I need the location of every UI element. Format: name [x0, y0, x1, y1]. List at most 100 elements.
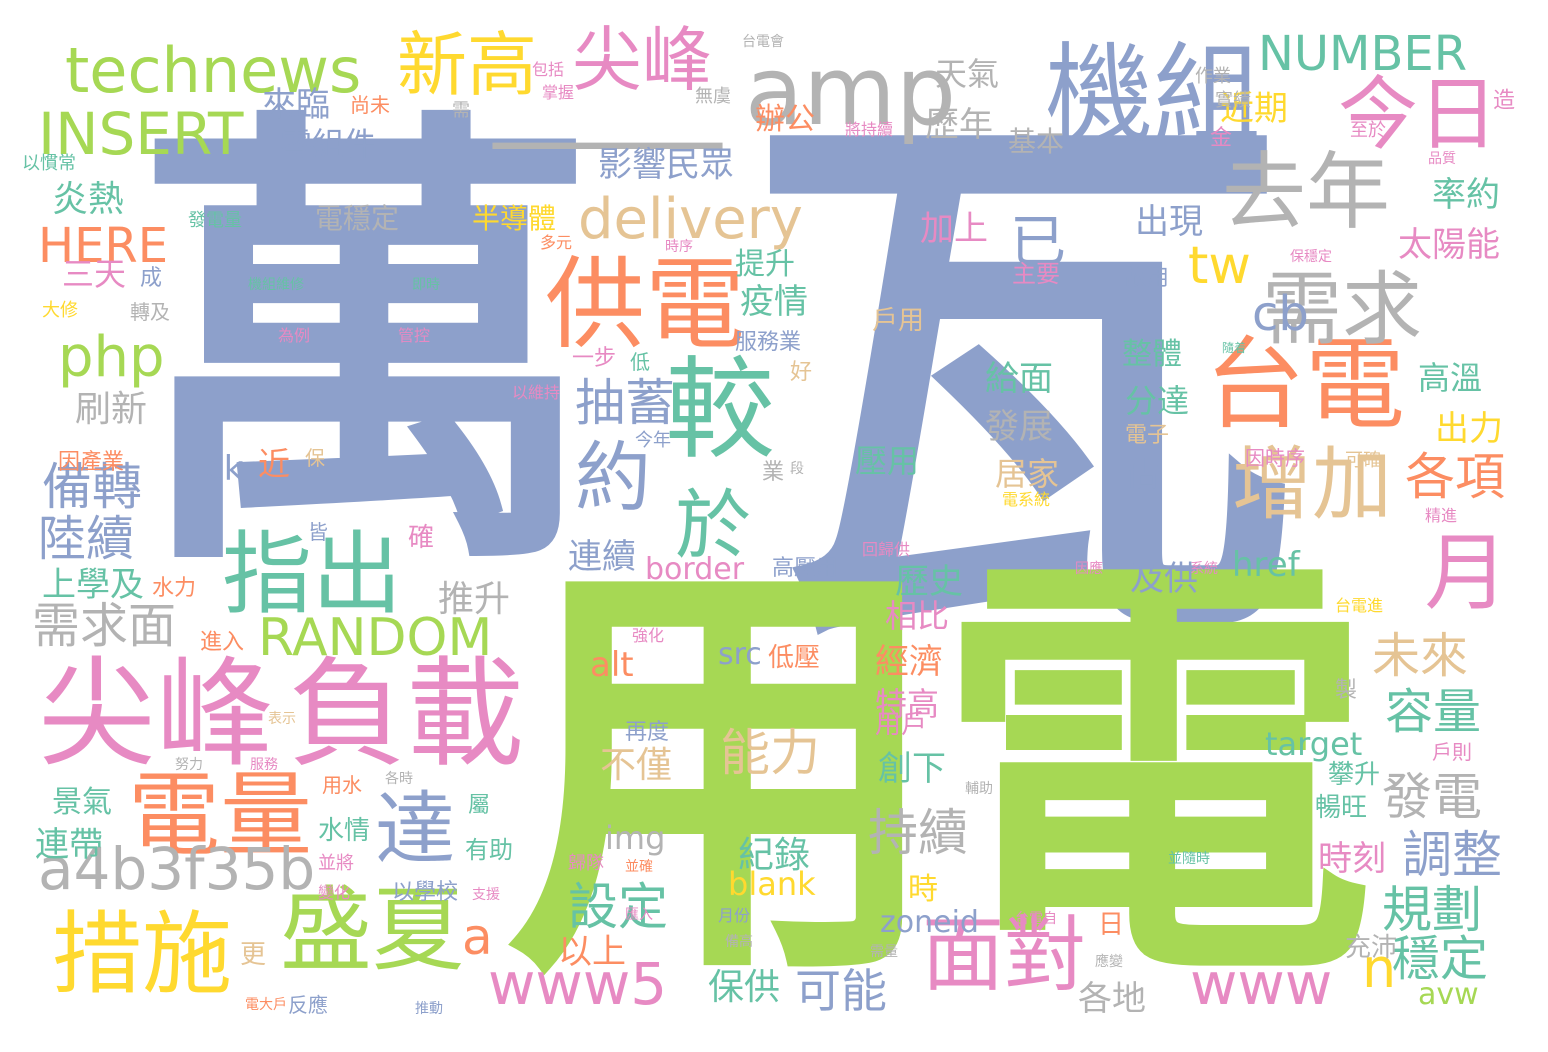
cloud-word: 較	[665, 346, 775, 474]
cloud-word: 提升	[735, 247, 795, 282]
cloud-word: 電	[935, 519, 1375, 1031]
cloud-word: 表示	[268, 711, 296, 727]
cloud-word: 用水	[322, 773, 362, 797]
cloud-word: 以學校	[392, 880, 459, 905]
cloud-word: 尚未	[350, 93, 390, 117]
cloud-word: 特高	[875, 685, 940, 723]
cloud-word: 面對	[922, 908, 1087, 1003]
cloud-word: 相比	[885, 597, 950, 635]
cloud-word: 應變	[1095, 954, 1123, 970]
cloud-word: 炎熱	[52, 179, 125, 220]
cloud-word: 水力	[152, 576, 197, 601]
cloud-word: 增加	[1232, 438, 1392, 531]
cloud-word: RANDOM	[258, 608, 493, 668]
cloud-word: zoneid	[880, 905, 979, 940]
cloud-word: 歷史	[895, 562, 963, 602]
cloud-word: 盛夏	[280, 877, 465, 984]
cloud-word: 轉及	[130, 300, 170, 324]
cloud-word: 用戶	[875, 710, 928, 740]
cloud-word: 並隨時	[1168, 851, 1210, 867]
cloud-word: 需求面	[32, 598, 177, 654]
cloud-word: 尖峰	[38, 645, 275, 783]
cloud-word: a	[462, 908, 493, 966]
cloud-word: 反應	[288, 993, 328, 1017]
cloud-word: 加上	[920, 209, 988, 249]
cloud-word: 今年	[635, 430, 671, 451]
cloud-word: 月	[1411, 528, 1509, 612]
cloud-word: 備轉	[42, 458, 142, 516]
cloud-word: 電大戶	[245, 997, 287, 1013]
cloud-word: 並確	[625, 859, 653, 875]
cloud-word: 能力	[720, 724, 820, 782]
cloud-word: 多元	[540, 233, 573, 252]
cloud-word: 瓦	[740, 59, 1300, 711]
cloud-word: 日	[1098, 910, 1125, 940]
cloud-word: 匯入	[625, 907, 653, 923]
cloud-word: 基本	[1008, 125, 1065, 158]
cloud-word: 發電	[1382, 768, 1482, 826]
cloud-word: HERE	[38, 218, 169, 274]
cloud-word: 故用	[1125, 266, 1170, 291]
cloud-word: 需	[452, 100, 470, 121]
cloud-word: 分達	[1125, 382, 1190, 420]
cloud-word: 強化	[632, 626, 665, 645]
cloud-word: 出力	[1435, 409, 1503, 449]
cloud-word: 抽蓄	[575, 374, 675, 432]
cloud-word: 天氣	[935, 55, 1000, 93]
cloud-word: 率約	[1432, 175, 1500, 215]
cloud-word: 掌握	[542, 83, 575, 102]
cloud-word: 新高	[397, 24, 537, 106]
cloud-word: 影響民眾	[598, 145, 734, 185]
cloud-word: 至於	[1350, 120, 1386, 141]
cloud-word: 用	[505, 519, 945, 1031]
cloud-word: 造	[1489, 88, 1514, 110]
cloud-word: 近	[258, 445, 291, 483]
cloud-word: 零組件	[280, 125, 377, 163]
cloud-word: 上學及	[42, 565, 144, 605]
cloud-word: 景氣	[52, 785, 112, 820]
cloud-word: 陸續	[38, 511, 135, 567]
cloud-word: 及供	[1130, 559, 1198, 599]
cloud-word: php	[58, 325, 165, 390]
cloud-word: 攀升	[1328, 760, 1381, 790]
cloud-word: 保供	[708, 967, 781, 1008]
cloud-word: 可確	[1345, 450, 1381, 471]
cloud-word: 於	[675, 481, 751, 570]
cloud-word: 太陽能	[1398, 225, 1500, 265]
cloud-word: 設定	[568, 878, 668, 936]
cloud-word: 服務業	[735, 330, 802, 355]
cloud-word: 各地	[1078, 979, 1146, 1019]
cloud-word: 變化	[318, 883, 351, 902]
cloud-word: 服務	[250, 757, 278, 773]
cloud-word: technews	[65, 34, 362, 107]
cloud-word: 連帶	[35, 825, 103, 865]
cloud-word: 備高	[725, 934, 753, 950]
cloud-word: 戶則	[1432, 740, 1472, 764]
cloud-word: 達	[375, 783, 455, 876]
cloud-word: 辦公	[755, 102, 815, 137]
cloud-word: 業	[762, 460, 785, 485]
cloud-word: 皆	[308, 520, 328, 544]
cloud-word: 高溫	[1418, 359, 1483, 397]
cloud-word: tw	[1188, 236, 1251, 296]
cloud-word: 持續	[868, 804, 968, 862]
cloud-word: 月份	[718, 906, 751, 925]
cloud-word: 措施	[52, 902, 232, 1007]
cloud-word: 需量	[870, 944, 898, 960]
cloud-word: 尖峰	[572, 19, 712, 101]
cloud-word: 刷新	[75, 389, 148, 430]
cloud-word: 以維持	[512, 383, 561, 402]
cloud-word: 包括	[532, 60, 565, 79]
cloud-word: 再度	[625, 720, 670, 745]
cloud-word: 電穩定	[315, 202, 400, 235]
cloud-word: amp	[745, 37, 957, 147]
cloud-word: 時刻	[1318, 839, 1386, 879]
cloud-word: 供電	[545, 246, 745, 363]
cloud-word: 居家	[995, 455, 1060, 493]
cloud-word: 確	[408, 523, 435, 553]
cloud-word: 即時	[412, 277, 440, 293]
cloud-word: 系統	[1190, 561, 1218, 577]
cloud-word: 段	[790, 461, 804, 477]
cloud-word: 調整	[1402, 826, 1502, 884]
cloud-word: 主要	[1012, 260, 1060, 288]
